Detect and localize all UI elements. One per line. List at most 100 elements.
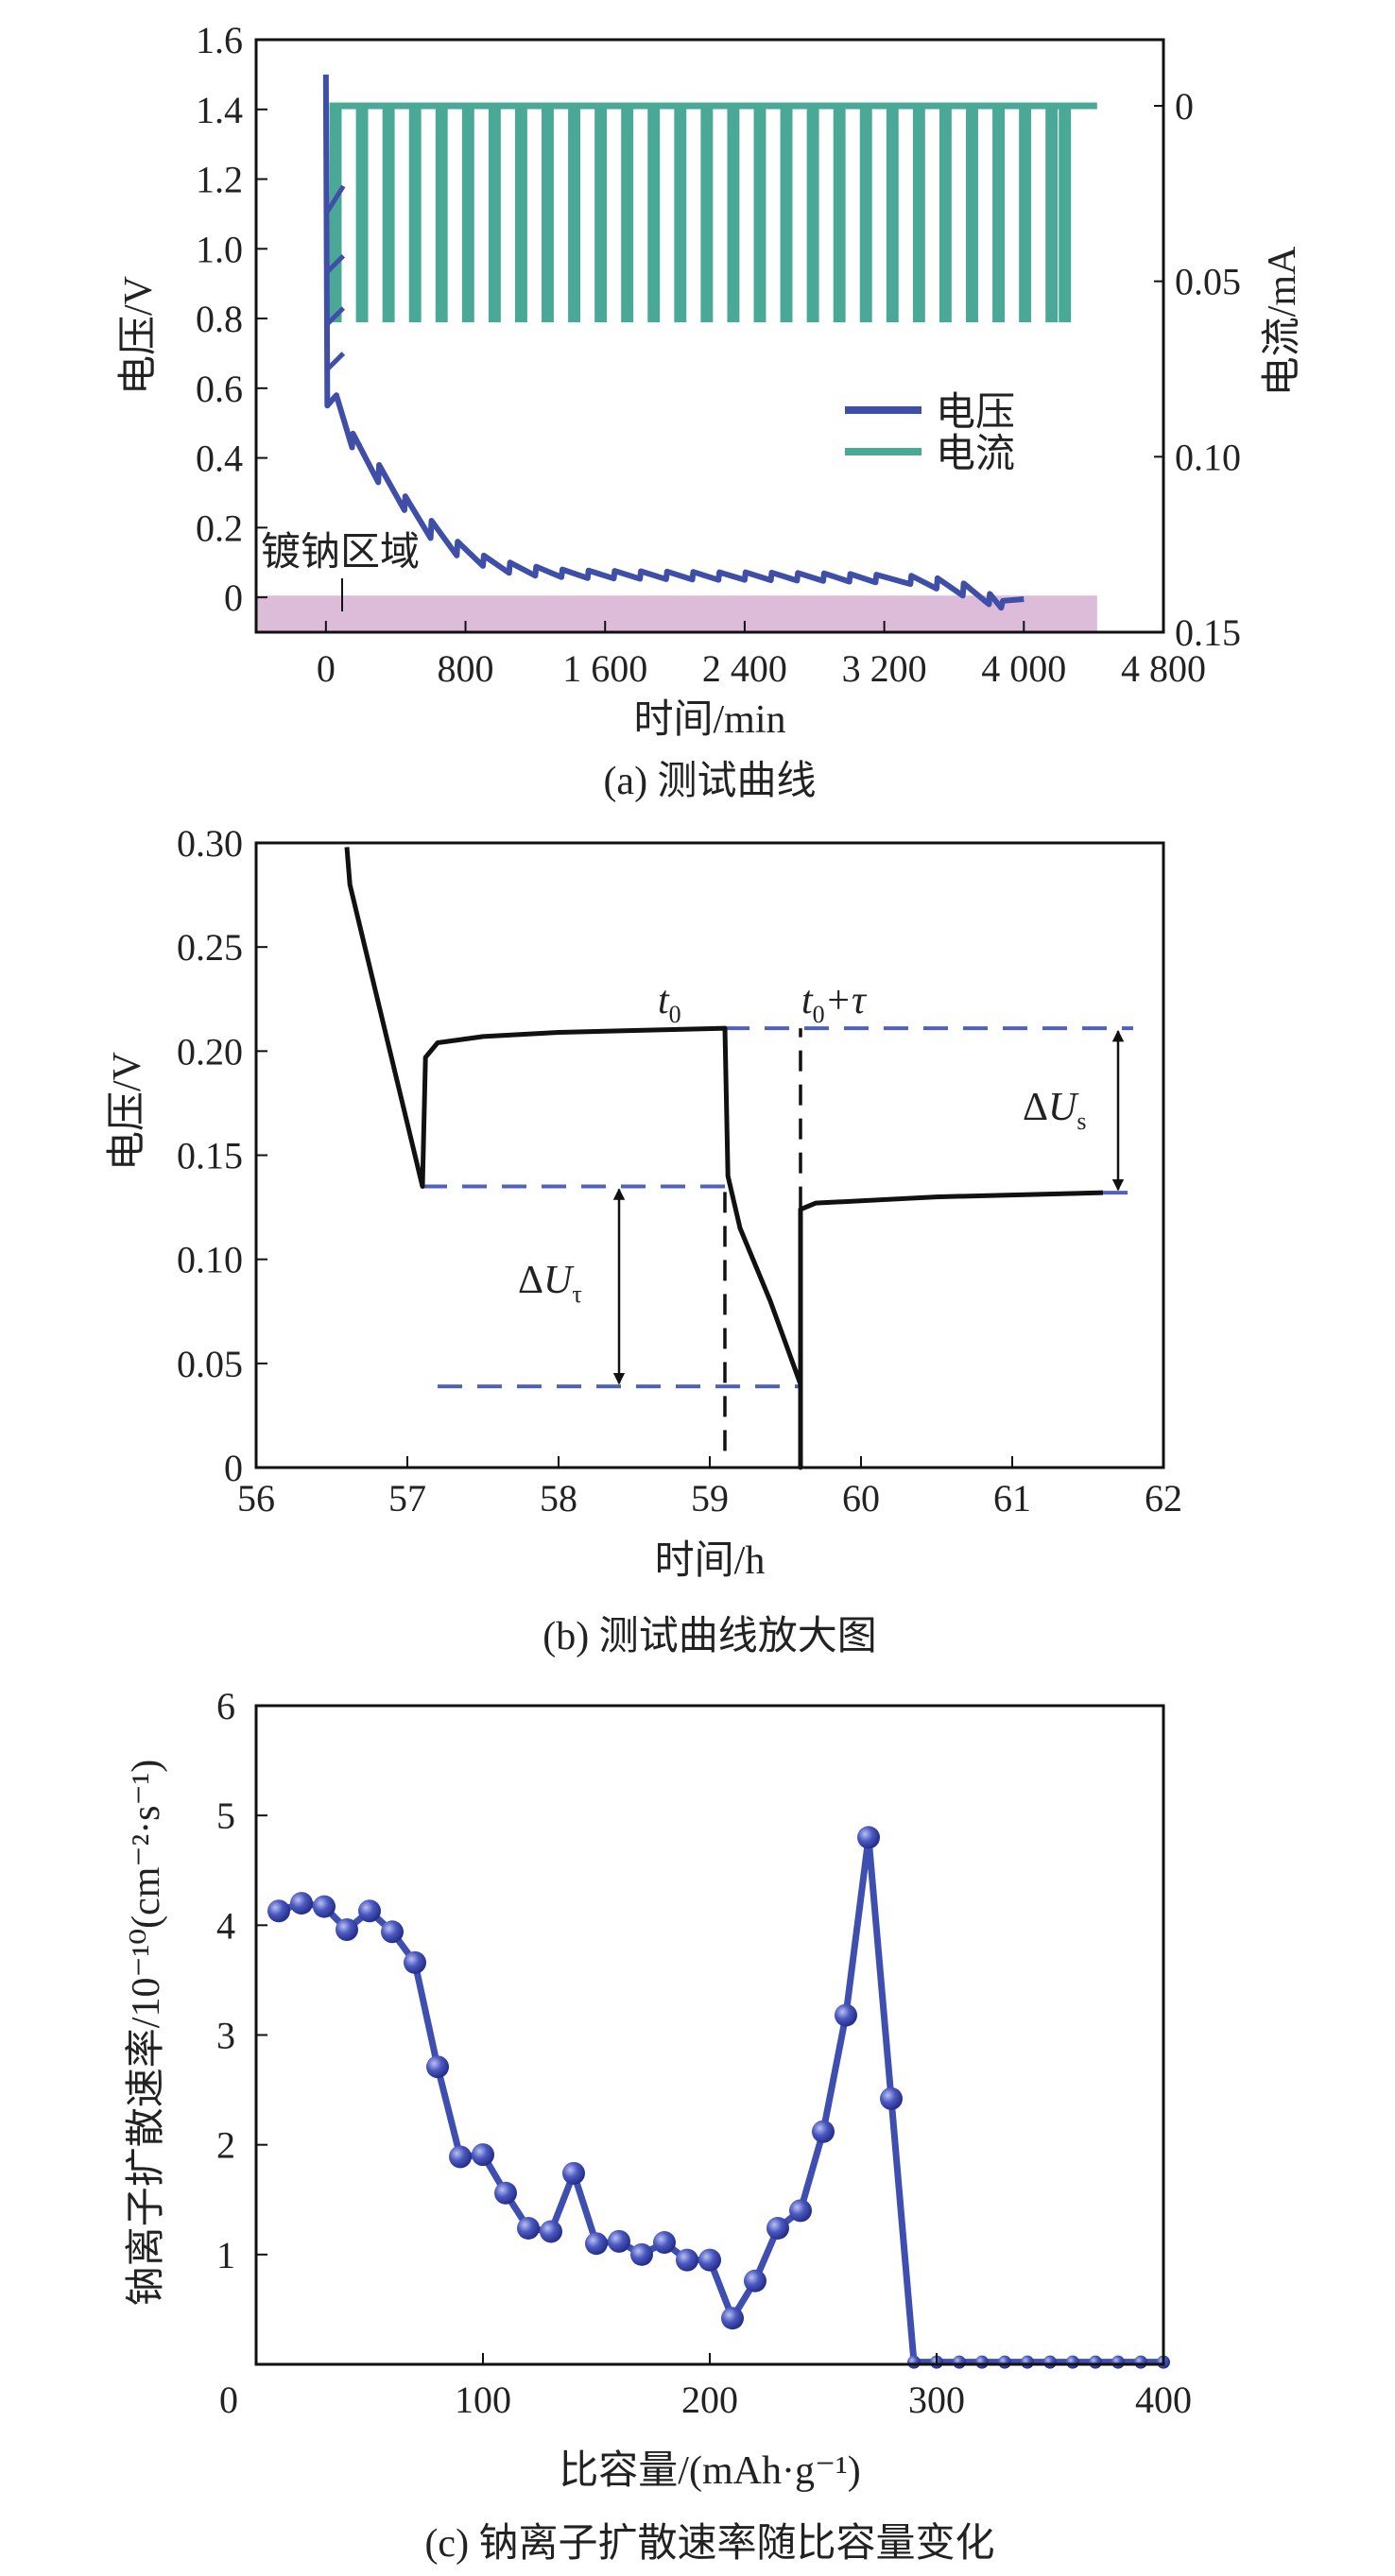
data-point [975, 2355, 989, 2369]
data-point [449, 2145, 472, 2169]
y-tick-label: 0.25 [177, 926, 243, 969]
data-point [1021, 2355, 1034, 2369]
current-pulse [833, 106, 846, 323]
x-tick-label: 2 400 [702, 647, 787, 690]
y-tick-label: 0.10 [177, 1239, 243, 1281]
x-axis-label: 时间/min [633, 698, 785, 742]
t0-label: t0 [658, 979, 681, 1028]
y-tick-label: 0.20 [177, 1030, 243, 1073]
caption: (a) 测试曲线 [603, 760, 816, 803]
chart-c: 1 2 3 4 5 6 0 100 200 300 400 比容量/(mAh·g⁻¹) 钠离子扩散速率/… [124, 1685, 1192, 2566]
x-axis-label: 时间/h [655, 1539, 766, 1583]
data-point [953, 2355, 966, 2369]
current-pulse [674, 106, 687, 323]
data-point [630, 2242, 653, 2266]
current-pulse [1059, 106, 1072, 323]
data-point [998, 2355, 1011, 2369]
data-point [880, 2087, 903, 2110]
x-tick-label: 1 600 [562, 647, 647, 690]
current-pulse [382, 106, 395, 323]
current-pulse [355, 106, 369, 323]
annotation-main: U [1048, 1086, 1079, 1129]
legend-label-voltage: 电压 [936, 391, 1015, 435]
delta-utau-label: ΔUτ [518, 1259, 582, 1308]
data-point [472, 2143, 494, 2167]
voltage-spike [323, 184, 346, 215]
data-point [494, 2181, 517, 2205]
y-tick-label: 0.05 [177, 1343, 243, 1385]
y-tick-label: 4 [216, 1904, 235, 1947]
voltage-curve [344, 847, 1104, 1470]
current-pulse [514, 106, 527, 323]
current-pulse [435, 106, 448, 323]
current-pulse [727, 106, 740, 323]
current-pulse [647, 106, 661, 323]
data-point [721, 2307, 744, 2330]
annotation-subscript: τ [572, 1280, 581, 1308]
current-pulse [329, 106, 342, 323]
y-axis-label: 电压/V [117, 276, 161, 395]
x-axis-label: 比容量/(mAh·g⁻¹) [559, 2448, 860, 2493]
data-point [1111, 2355, 1125, 2369]
current-pulse [886, 106, 899, 323]
voltage-spike [324, 306, 346, 328]
data-point [766, 2216, 789, 2240]
y-tick-label: 3 [216, 2015, 235, 2057]
x-tick-label: 0 [219, 2379, 238, 2421]
data-point [336, 1917, 358, 1941]
current-pulse [568, 106, 581, 323]
y2-tick-label: 0.05 [1175, 261, 1241, 303]
caption: (c) 钠离子扩散速率随比容量变化 [424, 2521, 994, 2566]
y-tick-label: 0.30 [177, 822, 243, 865]
data-point [1043, 2355, 1057, 2369]
x-tick-label: 300 [908, 2379, 965, 2421]
current-pulse [621, 106, 634, 323]
data-point [313, 1895, 336, 1918]
data-point [404, 1950, 426, 1974]
annotation-main: t [658, 979, 670, 1022]
current-pulse [700, 106, 714, 323]
y-axis-label: 电压/V [106, 1052, 149, 1171]
data-point [381, 1920, 404, 1944]
t0-plus-tau-label: t0+τ [801, 979, 868, 1028]
data-point [608, 2229, 630, 2253]
current-pulse [806, 106, 819, 323]
x-tick-label: 400 [1135, 2379, 1192, 2421]
data-point [517, 2216, 540, 2240]
x-tick-label: 100 [455, 2379, 511, 2421]
y-tick-label: 0.6 [196, 368, 243, 410]
annotation-subscript: 0 [813, 1001, 825, 1028]
plating-region [256, 595, 1097, 632]
data-point [1134, 2355, 1147, 2369]
data-point [857, 1826, 880, 1849]
y-tick-label: 1 [216, 2234, 235, 2276]
data-point [835, 2003, 857, 2027]
data-point [562, 2161, 585, 2185]
x-tick-label: 200 [681, 2379, 738, 2421]
data-point [676, 2248, 698, 2272]
current-pulse [780, 106, 793, 323]
data-point [267, 1899, 290, 1923]
annotation-subscript: 0 [669, 1001, 681, 1028]
data-point [585, 2232, 608, 2256]
data-point [698, 2248, 721, 2272]
data-point [426, 2055, 449, 2079]
current-pulse [912, 106, 925, 323]
diffusion-line [277, 1833, 1163, 2366]
y-tick-label: 1.2 [196, 159, 243, 201]
data-point [540, 2220, 562, 2243]
data-point [789, 2199, 812, 2223]
data-point [290, 1892, 313, 1915]
x-tick-label: 57 [388, 1477, 426, 1520]
annotation-main: t [801, 979, 814, 1022]
current-pulse [1019, 106, 1032, 323]
current-pulse [939, 106, 952, 323]
current-pulse [542, 106, 554, 323]
delta-symbol: Δ [1023, 1086, 1048, 1129]
data-point [1089, 2355, 1102, 2369]
current-pulse [753, 106, 766, 323]
x-tick-label: 56 [237, 1477, 275, 1520]
delta-symbol: Δ [518, 1259, 543, 1302]
y-tick-label: 0.8 [196, 298, 243, 340]
y-tick-label: 0.15 [177, 1135, 243, 1177]
